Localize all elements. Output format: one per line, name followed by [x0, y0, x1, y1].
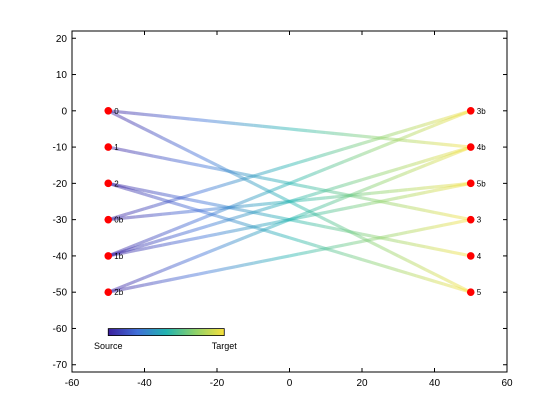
colorbar: Source Target [94, 328, 238, 351]
x-tick-label-20: 20 [356, 378, 368, 389]
y-tick-label-0: 0 [61, 106, 67, 117]
node-label-0: 0 [114, 107, 119, 116]
node-5 [466, 288, 475, 296]
edge-0b-5b [108, 181, 471, 222]
node-3b [466, 107, 475, 115]
plot-area [71, 30, 508, 373]
edge-1-3 [107, 145, 472, 222]
colorbar-label-target: Target [212, 341, 238, 351]
node-label-3b: 3b [477, 107, 486, 116]
node-5b [466, 179, 475, 188]
edge-0b-3b [107, 109, 472, 222]
edge-1b-4b [107, 145, 472, 258]
colorbar-label-source: Source [94, 341, 123, 351]
node-label-2: 2 [114, 179, 119, 188]
node-0 [104, 107, 113, 115]
node-1b [104, 252, 113, 260]
y-tick-label-20: 20 [56, 34, 68, 45]
node-label-5: 5 [477, 288, 482, 297]
x-axis-ticks: -60 -40 -20 0 20 40 60 [65, 31, 513, 389]
node-labels-layer: 0 1 2 0b 1b 2b 3b 4b 5b 3 4 5 [114, 107, 486, 297]
node-2 [104, 179, 113, 188]
x-tick-label--40: -40 [137, 378, 152, 389]
colorbar-gradient [107, 328, 225, 336]
edges-layer [107, 109, 472, 294]
edge-0-4b [108, 109, 471, 149]
edge-2b-3 [107, 218, 472, 294]
x-tick-label-0: 0 [287, 378, 293, 389]
nodes-layer [104, 107, 475, 296]
y-tick-label--60: -60 [53, 324, 68, 335]
y-tick-label--40: -40 [53, 251, 68, 262]
x-tick-label--60: -60 [65, 378, 80, 389]
edge-1b-3b [107, 109, 472, 258]
y-tick-label--30: -30 [53, 215, 68, 226]
y-tick-label--20: -20 [53, 179, 68, 190]
y-tick-label--50: -50 [53, 288, 68, 299]
node-2b [104, 288, 113, 296]
node-label-2b: 2b [114, 288, 123, 297]
node-label-4b: 4b [477, 143, 486, 152]
edge-2-5 [107, 181, 472, 294]
edge-2b-4b [107, 145, 472, 294]
y-tick-label--10: -10 [53, 143, 68, 154]
x-tick-label--20: -20 [210, 378, 225, 389]
node-label-5b: 5b [477, 179, 486, 188]
x-tick-label-60: 60 [501, 378, 513, 389]
x-tick-label-40: 40 [429, 378, 441, 389]
node-1 [104, 143, 113, 151]
edge-1b-5b [107, 181, 472, 258]
edge-2-4 [107, 181, 472, 258]
y-tick-label--70: -70 [53, 360, 68, 371]
node-label-3: 3 [477, 216, 482, 225]
node-0b [104, 215, 113, 224]
y-tick-label-10: 10 [56, 70, 68, 81]
node-4b [466, 143, 475, 151]
node-3 [466, 215, 475, 224]
node-label-0b: 0b [114, 216, 123, 225]
node-4 [466, 252, 475, 260]
node-label-1b: 1b [114, 252, 123, 261]
node-label-1: 1 [114, 143, 119, 152]
node-label-4: 4 [477, 252, 482, 261]
